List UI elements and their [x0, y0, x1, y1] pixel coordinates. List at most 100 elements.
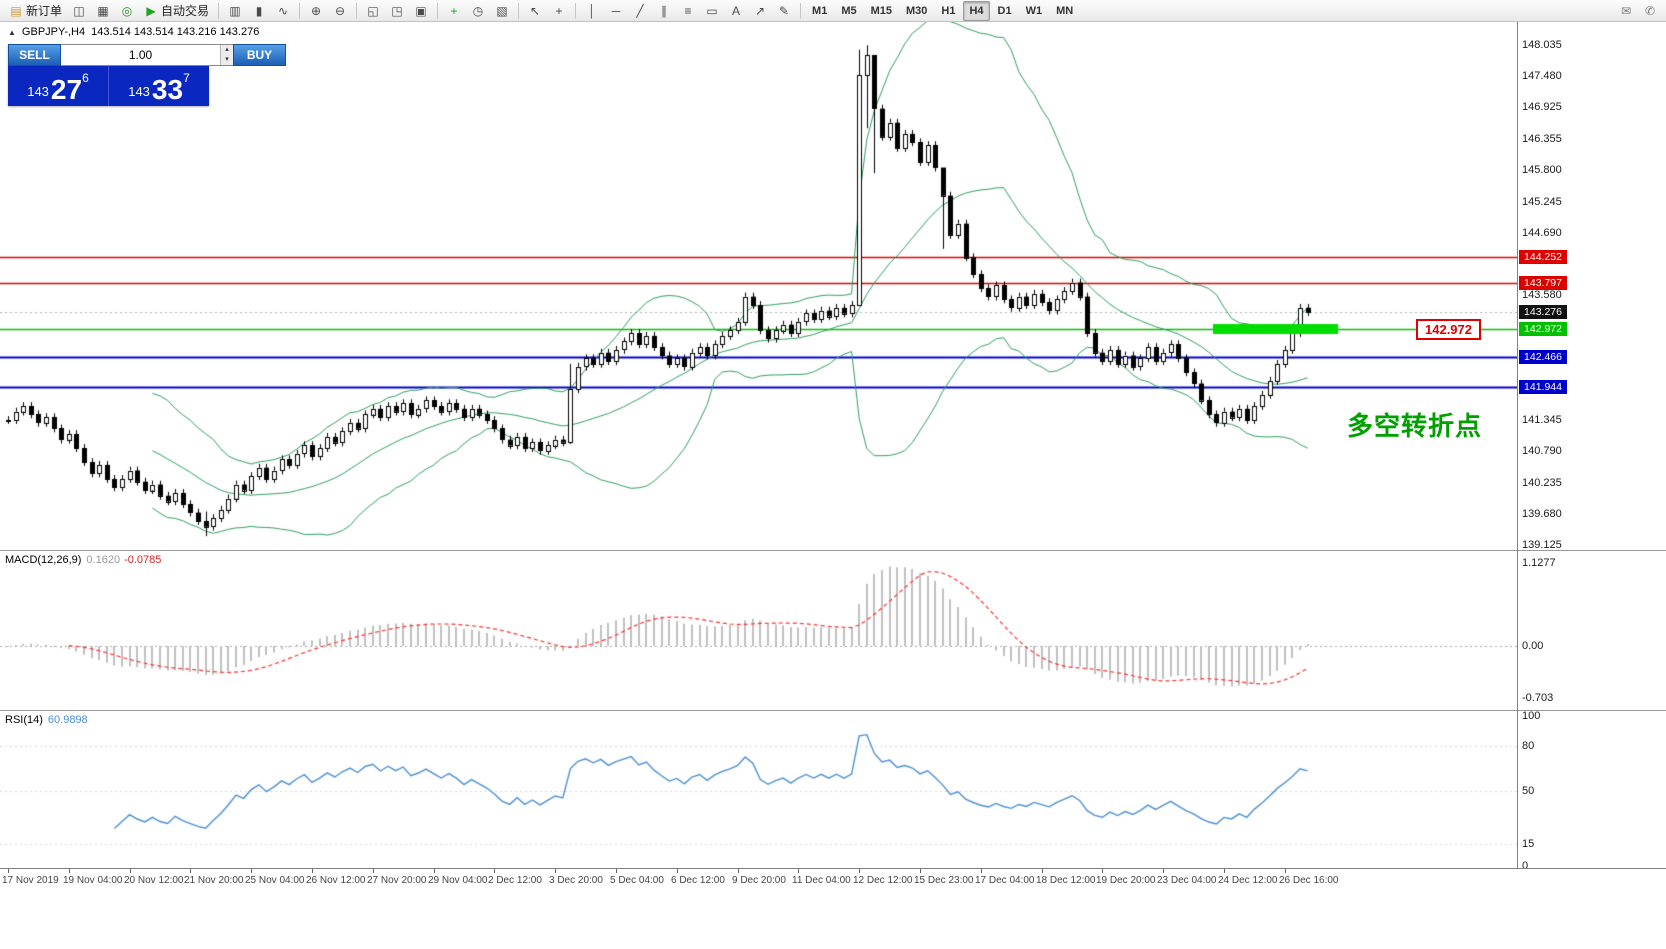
- timeframe-mn[interactable]: MN: [1050, 1, 1079, 21]
- arrange-windows-button[interactable]: ▣: [410, 1, 432, 21]
- shapes-tool-glyph: ▭: [706, 3, 718, 18]
- toolbar-separator: [575, 2, 577, 19]
- data-window-icon[interactable]: ▦: [92, 1, 114, 21]
- tile-windows-button[interactable]: ◱: [362, 1, 384, 21]
- chat-icon[interactable]: ✆: [1639, 1, 1661, 21]
- bar-chart-button[interactable]: ▥: [224, 1, 246, 21]
- sell-price-pip: 6: [82, 71, 89, 85]
- rsi-axis-label: 100: [1522, 710, 1541, 722]
- market-watch-icon-glyph: ◫: [73, 3, 85, 18]
- timeframe-w1[interactable]: W1: [1020, 1, 1049, 21]
- templates-button[interactable]: ▧: [491, 1, 513, 21]
- chat-icon-glyph: ✆: [1644, 3, 1656, 18]
- volume-spinner: ▴ ▾: [220, 45, 233, 65]
- time-tick: [8, 869, 9, 873]
- notifications-icon[interactable]: ✉: [1615, 1, 1637, 21]
- time-tick: [434, 869, 435, 873]
- market-watch-icon[interactable]: ◫: [68, 1, 90, 21]
- price-axis-label: 145.800: [1522, 164, 1562, 176]
- vertical-line-tool[interactable]: │: [581, 1, 603, 21]
- price-level-badge: 141.944: [1519, 380, 1567, 394]
- time-axis-label: 12 Dec 12:00: [853, 875, 913, 886]
- arrow-tool-glyph: ↗: [755, 3, 766, 18]
- time-axis-label: 26 Dec 16:00: [1279, 875, 1339, 886]
- bar-chart-button-glyph: ▥: [229, 3, 241, 18]
- chart-collapse-icon[interactable]: ▲: [8, 27, 16, 37]
- channel-tool[interactable]: ∥: [653, 1, 675, 21]
- time-tick: [312, 869, 313, 873]
- panel-separator[interactable]: [0, 550, 1666, 551]
- chart-text-annotation[interactable]: 多空转折点: [1347, 411, 1483, 441]
- arrow-tool[interactable]: ↗: [749, 1, 771, 21]
- time-tick: [1163, 869, 1164, 873]
- time-axis-label: 19 Nov 04:00: [63, 875, 123, 886]
- time-tick: [251, 869, 252, 873]
- macd-canvas[interactable]: [0, 551, 1517, 710]
- price-axis-label: 140.235: [1522, 477, 1562, 489]
- time-tick: [494, 869, 495, 873]
- cascade-windows-button[interactable]: ◳: [386, 1, 408, 21]
- timeframe-m15-label: M15: [870, 4, 892, 17]
- timeframe-m5[interactable]: M5: [835, 1, 862, 21]
- timeframe-mn-label: MN: [1056, 4, 1074, 17]
- one-click-prices: 143 27 6 143 33 7: [8, 66, 209, 106]
- price-level-badge: 143.797: [1519, 276, 1567, 290]
- crosshair-tool-button[interactable]: +: [548, 1, 570, 21]
- symbol-label: GBPJPY-,H4: [21, 26, 86, 38]
- price-axis-label: 148.035: [1522, 39, 1562, 51]
- zoom-out-button[interactable]: ⊖: [329, 1, 351, 21]
- text-tool[interactable]: A: [725, 1, 747, 21]
- time-axis-label: 23 Dec 04:00: [1157, 875, 1217, 886]
- candlestick-chart-button[interactable]: ▮: [248, 1, 270, 21]
- trendline-tool[interactable]: ╱: [629, 1, 651, 21]
- time-tick: [859, 869, 860, 873]
- price-tag-label[interactable]: 142.972: [1416, 319, 1481, 340]
- timeframe-m1[interactable]: M1: [806, 1, 833, 21]
- draw-tools-dropdown[interactable]: ✎: [773, 1, 795, 21]
- buy-button[interactable]: BUY: [233, 44, 286, 66]
- price-axis-label: 147.480: [1522, 70, 1562, 82]
- macd-label: MACD(12,26,9): [5, 554, 82, 566]
- volume-down-icon[interactable]: ▾: [221, 55, 233, 65]
- zoom-in-button[interactable]: ⊕: [305, 1, 327, 21]
- new-order-button[interactable]: ▤ 新订单: [5, 1, 66, 21]
- cursor-tool-button[interactable]: ↖: [524, 1, 546, 21]
- navigator-icon[interactable]: ◎: [116, 1, 138, 21]
- time-axis[interactable]: 17 Nov 2019 19 Nov 04:00 20 Nov 12:00 21 No…: [0, 868, 1666, 949]
- sell-price[interactable]: 143 27 6: [8, 66, 108, 106]
- toolbar-right-group: ✉ ✆: [1614, 1, 1662, 21]
- new-chart-button-glyph: +: [450, 3, 458, 18]
- price-axis-label: 139.125: [1522, 539, 1562, 551]
- time-axis-label: 29 Nov 04:00: [428, 875, 488, 886]
- panel-separator[interactable]: [0, 710, 1666, 711]
- fibonacci-tool[interactable]: ≡: [677, 1, 699, 21]
- buy-price[interactable]: 143 33 7: [109, 66, 209, 106]
- volume-up-icon[interactable]: ▴: [221, 45, 233, 55]
- timeframe-h1[interactable]: H1: [935, 1, 961, 21]
- line-chart-button[interactable]: ∿: [272, 1, 294, 21]
- timeframe-m30[interactable]: M30: [900, 1, 933, 21]
- macd-value-main: 0.1620: [86, 554, 121, 566]
- text-tool-glyph: A: [732, 3, 741, 18]
- periods-button[interactable]: ◷: [467, 1, 489, 21]
- price-axis[interactable]: 148.035 147.480 146.925 146.355 145.800 145.2…: [1518, 22, 1666, 872]
- toolbar: ▤ 新订单 ◫ ▦ ◎ ▶ 自动交易 ▥ ▮ ∿ ⊕ ⊖ ◱ ◳ ▣ + ◷ ▧ ↖ + │ ─ ╱ ∥ ≡ ▭ A ↗ ✎ M1 M5 M1…: [0, 0, 1666, 22]
- timeframe-m15[interactable]: M15: [865, 1, 898, 21]
- fibonacci-tool-glyph: ≡: [684, 3, 692, 18]
- sell-button[interactable]: SELL: [8, 44, 61, 66]
- line-chart-button-glyph: ∿: [278, 3, 289, 18]
- timeframe-h4[interactable]: H4: [963, 0, 990, 21]
- horizontal-line-tool[interactable]: ─: [605, 1, 627, 21]
- timeframe-m30-label: M30: [906, 4, 928, 17]
- rsi-canvas[interactable]: [0, 711, 1517, 868]
- rsi-label: RSI(14): [5, 714, 43, 726]
- timeframe-d1[interactable]: D1: [992, 1, 1018, 21]
- shapes-tool[interactable]: ▭: [701, 1, 723, 21]
- new-chart-button[interactable]: +: [443, 1, 465, 21]
- volume-input[interactable]: [61, 45, 220, 65]
- volume-field: ▴ ▾: [61, 44, 233, 66]
- price-chart-canvas[interactable]: [0, 22, 1517, 550]
- buy-price-pip: 7: [183, 71, 190, 85]
- auto-trading-button[interactable]: ▶ 自动交易: [140, 1, 213, 21]
